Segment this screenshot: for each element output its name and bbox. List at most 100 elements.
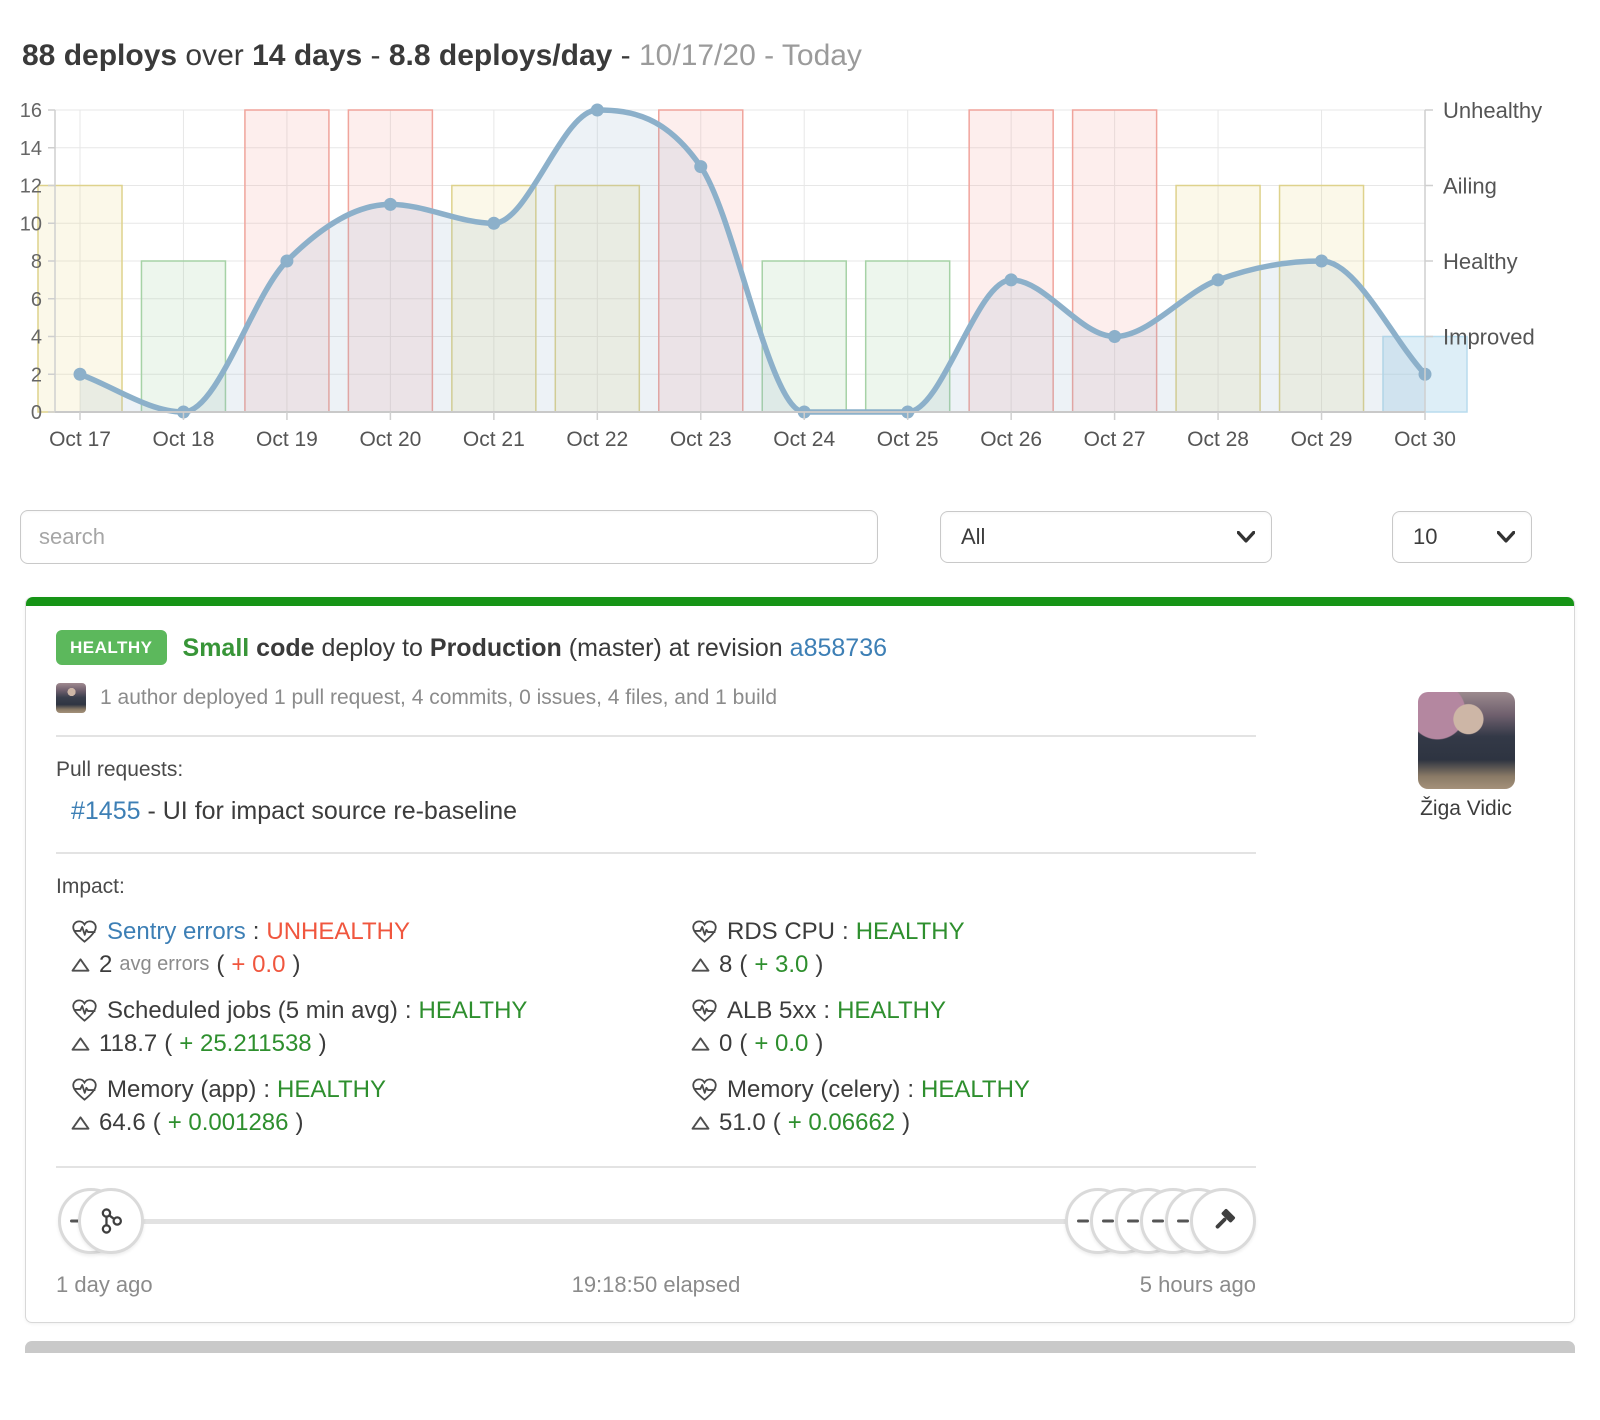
health-bar: [554, 184, 641, 413]
metric-status: HEALTHY: [921, 1076, 1030, 1103]
impact-label: Impact:: [56, 875, 125, 898]
search-input[interactable]: [20, 510, 878, 564]
page-size-select[interactable]: 10: [1392, 511, 1532, 563]
next-card-top-edge: [25, 1341, 1575, 1353]
deploys-line: [77, 107, 1428, 415]
deploy-card-body: HEALTHY Small code deploy to Production …: [26, 630, 1574, 1322]
chart-point[interactable]: [1004, 273, 1018, 287]
impact-metric: ALB 5xx : HEALTHY 0 ( + 0.0 ): [691, 994, 1544, 1060]
y-axis-tick-label: 6: [31, 289, 42, 311]
chart-point[interactable]: [590, 103, 604, 117]
x-axis-tick-label: Oct 26: [980, 428, 1042, 451]
title-segment: over: [177, 39, 253, 72]
right-axis-label: Unhealthy: [1443, 98, 1542, 123]
right-axis-label: Improved: [1443, 325, 1535, 350]
impact-metric: Sentry errors : UNHEALTHY 2 avg errors (…: [71, 915, 691, 981]
metric-value: 2: [99, 951, 113, 978]
health-bar: [1071, 109, 1158, 413]
metric-value: 8: [719, 951, 733, 978]
metric-delta: + 25.211538: [179, 1030, 312, 1057]
deployer-profile: Žiga Vidic: [1396, 692, 1536, 821]
page-size-value: 10: [1413, 524, 1438, 549]
metric-value: 64.6: [99, 1109, 146, 1136]
timeline-track: [142, 1219, 1102, 1224]
deployer-avatar: [1417, 692, 1515, 789]
chart-point[interactable]: [383, 197, 397, 211]
metric-status: HEALTHY: [418, 997, 528, 1024]
chart-point[interactable]: [280, 254, 294, 268]
pull-request-title: UI for impact source re-baseline: [162, 797, 518, 825]
metric-delta: + 0.06662: [787, 1109, 896, 1136]
metric-name[interactable]: Sentry errors: [107, 918, 246, 945]
deploy-card: HEALTHY Small code deploy to Production …: [25, 597, 1575, 1323]
chart-point[interactable]: [694, 160, 708, 174]
x-axis-tick-label: Oct 19: [256, 428, 318, 451]
metric-name: Memory (celery): [727, 1076, 901, 1103]
x-axis-tick-label: Oct 25: [877, 428, 939, 451]
right-axis-label: Healthy: [1443, 249, 1518, 274]
deploys-chart-container: 0 2 4 6 8 10 12 14 16 Oct 17 Oct 18 Oct 19 Oct 20 Oct…: [0, 84, 1600, 464]
chart-point[interactable]: [1108, 330, 1122, 343]
timeline-end-label: 5 hours ago: [1139, 1272, 1256, 1297]
pull-requests-label: Pull requests:: [56, 758, 184, 781]
heartbeat-icon: [72, 999, 97, 1022]
x-axis-tick-label: Oct 30: [1394, 428, 1456, 451]
deploys-chart: 0 2 4 6 8 10 12 14 16 Oct 17 Oct 18 Oct 19 Oct 20 Oct…: [20, 98, 1542, 451]
heartbeat-icon: [692, 1078, 717, 1101]
build-hammer-icon: [1215, 1208, 1236, 1229]
chart-point[interactable]: [1211, 273, 1225, 287]
impact-metric: RDS CPU : HEALTHY 8 ( + 3.0 ): [691, 915, 1544, 981]
chart-point[interactable]: [487, 216, 501, 230]
page-title: 88 deploys over 14 days - 8.8 deploys/da…: [22, 38, 1600, 74]
dash-icon: [1152, 1219, 1164, 1223]
title-segment: -: [362, 39, 389, 72]
metric-delta: + 0.0: [754, 1030, 809, 1057]
delta-triangle-icon: [691, 957, 710, 972]
heartbeat-icon: [72, 920, 97, 943]
deploy-title: Small code deploy to Production (master)…: [183, 631, 887, 665]
type-filter-select[interactable]: All: [940, 511, 1272, 563]
y-axis-tick-label: 2: [31, 364, 42, 386]
metric-value: 51.0: [719, 1109, 766, 1136]
status-badge: HEALTHY: [56, 630, 167, 665]
deploy-timeline: [56, 1176, 1256, 1266]
chart-point[interactable]: [73, 367, 87, 381]
y-axis-tick-label: 4: [31, 327, 42, 349]
metric-value: 118.7: [99, 1030, 158, 1057]
git-commits-icon: [101, 1208, 122, 1234]
filter-bar: All 10: [0, 510, 1600, 568]
chart-point[interactable]: [1315, 254, 1329, 268]
y-axis-tick-label: 14: [20, 138, 42, 160]
x-axis-tick-label: Oct 18: [153, 428, 215, 451]
impact-metric: Memory (app) : HEALTHY 64.6 ( + 0.001286…: [71, 1073, 691, 1139]
card-accent-bar: [26, 597, 1574, 606]
dash-icon: [70, 1219, 82, 1223]
timeline-start-marker[interactable]: [78, 1188, 144, 1254]
timeline-labels: 1 day ago 19:18:50 elapsed 5 hours ago: [56, 1272, 1256, 1298]
timeline-end-marker[interactable]: [1190, 1188, 1256, 1254]
impact-metric: Memory (celery) : HEALTHY 51.0 ( + 0.066…: [691, 1073, 1544, 1139]
chevron-down-icon: [1497, 531, 1515, 543]
x-axis-tick-label: Oct 23: [670, 428, 732, 451]
title-segment: Production: [429, 633, 562, 662]
y-axis-tick-label: 8: [31, 251, 42, 273]
author-row: 1 author deployed 1 pull request, 4 comm…: [56, 683, 1544, 713]
revision-link[interactable]: a858736: [789, 633, 887, 662]
heartbeat-icon: [692, 920, 717, 943]
title-segment: 8.8 deploys/day: [388, 39, 613, 72]
metric-delta: + 3.0: [754, 951, 809, 978]
health-bar: [347, 109, 434, 413]
divider: [56, 735, 1256, 737]
metric-unit: avg errors: [119, 953, 210, 975]
heartbeat-icon: [72, 1078, 97, 1101]
metric-name: Memory (app): [107, 1076, 257, 1103]
x-axis-tick-label: Oct 29: [1291, 428, 1353, 451]
impact-metrics-grid: Sentry errors : UNHEALTHY 2 avg errors (…: [71, 915, 1544, 1152]
y-axis-tick-label: 0: [31, 402, 42, 424]
metric-status: HEALTHY: [837, 997, 946, 1024]
pull-request-link[interactable]: #1455: [71, 797, 141, 825]
heartbeat-icon: [692, 999, 717, 1022]
timeline-start-label: 1 day ago: [56, 1272, 153, 1297]
pull-request-separator: -: [140, 797, 163, 825]
y-axis-tick-label: 12: [20, 176, 42, 198]
